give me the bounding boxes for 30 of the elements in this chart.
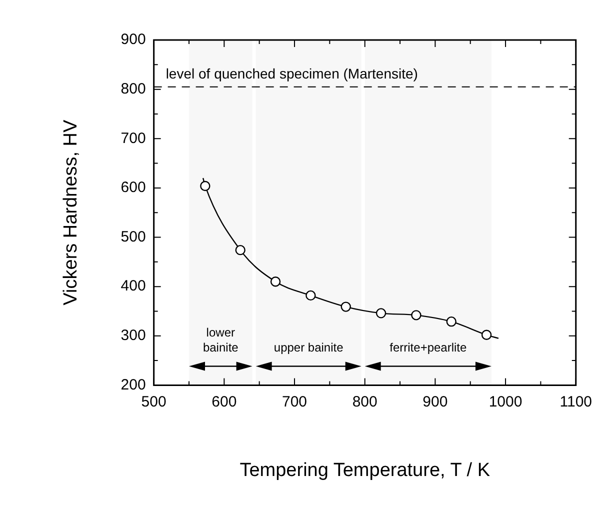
point [481,330,492,340]
y-tick-label: 400 [120,278,146,295]
x-tick-label: 800 [352,393,378,410]
band-label: lower bainite [202,326,239,355]
point [235,244,246,256]
y-tick-label: 500 [120,228,146,246]
x-tick-label: 700 [282,393,308,410]
x-tick-label: 500 [141,393,166,410]
y-tick-label: 600 [120,179,146,196]
y-tick-label: 900 [120,31,146,48]
x-axis-title: Tempering Temperature, T / K [240,460,490,481]
y-tick-label: 300 [120,327,146,344]
x-tick-label: 600 [212,393,237,410]
x-tick-label: 1100 [560,393,592,410]
y-tick-label: 200 [120,376,146,394]
band-label: ferrite+pearlite [390,340,467,355]
point [376,308,386,318]
point [200,180,210,192]
point [306,290,316,301]
band-label: upper bainite [274,340,344,355]
point [340,302,351,312]
y-tick-label: 800 [120,80,146,98]
point [270,276,281,287]
x-tick-label: 1000 [488,393,522,410]
ref-line-label: level of quenched specimen (Martensite) [166,66,418,82]
y-tick-label: 700 [120,130,146,147]
x-tick-label: 900 [422,393,448,410]
y-axis-title: Vickers Hardness, HV [60,120,82,306]
point [411,310,422,320]
point [446,316,456,327]
